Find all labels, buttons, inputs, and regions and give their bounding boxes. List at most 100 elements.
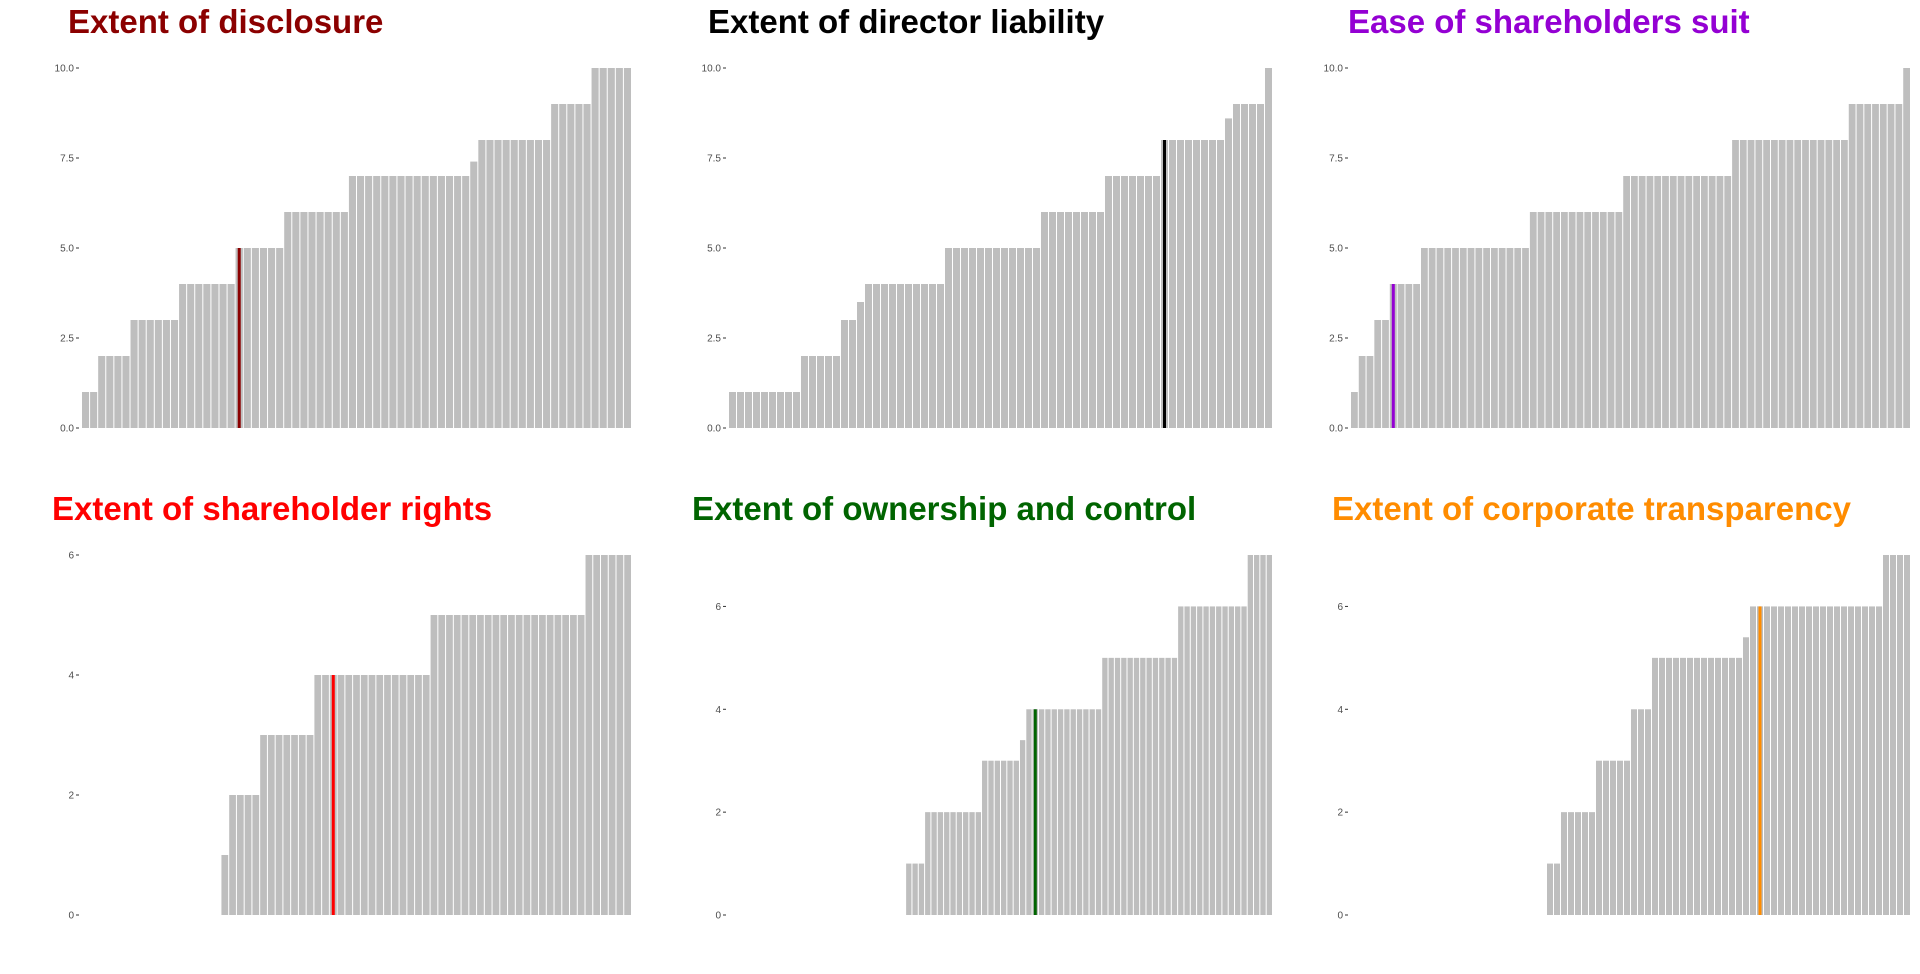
y-tick-label: 0 — [715, 911, 721, 922]
bar — [575, 104, 583, 428]
bar-chart-ownership-and-control: 0 2 4 6 — [715, 555, 1272, 922]
bar — [1114, 657, 1121, 915]
bar-chart-corporate-transparency: 0 2 4 6 — [1337, 555, 1910, 922]
bar — [1603, 760, 1609, 915]
bar — [1872, 104, 1879, 428]
y-tick-label: 2.5 — [1329, 334, 1343, 345]
bar — [1228, 606, 1235, 915]
bar — [956, 812, 963, 915]
panel-title: Extent of disclosure — [68, 3, 384, 40]
bar — [1070, 709, 1076, 915]
y-tick-label: 6 — [715, 602, 721, 613]
bar — [1561, 212, 1568, 428]
bar — [276, 248, 284, 428]
bar — [1771, 606, 1777, 915]
bar — [260, 735, 267, 915]
bar — [1083, 709, 1089, 915]
bar — [950, 812, 956, 915]
bar — [1582, 812, 1588, 915]
bar — [1382, 320, 1389, 428]
bar — [994, 760, 1000, 915]
bar — [737, 392, 744, 428]
bar — [1121, 176, 1128, 428]
bar — [931, 812, 937, 915]
bar — [1596, 760, 1602, 915]
bar — [316, 212, 324, 428]
bar — [1876, 606, 1882, 915]
y-tick-label: 5.0 — [1329, 244, 1343, 255]
bar — [1171, 657, 1178, 915]
bar — [508, 615, 515, 915]
bar — [1121, 657, 1127, 915]
bar — [106, 356, 114, 428]
bar — [1589, 812, 1595, 915]
bar — [384, 675, 391, 915]
bar — [98, 356, 106, 428]
bar — [368, 675, 376, 915]
bar — [1522, 248, 1529, 428]
bar — [130, 320, 138, 428]
bar — [761, 392, 768, 428]
bar — [1693, 176, 1700, 428]
bar — [975, 812, 982, 915]
bar — [534, 140, 543, 428]
bar — [1716, 176, 1724, 428]
bar — [291, 735, 298, 915]
bar — [322, 675, 329, 915]
bar — [809, 356, 816, 428]
bar — [1001, 248, 1008, 428]
bar — [1254, 555, 1260, 915]
bar — [275, 735, 283, 915]
bar — [1217, 140, 1224, 428]
bar — [1584, 212, 1592, 428]
bar — [1659, 657, 1665, 915]
bar — [1089, 212, 1096, 428]
bar — [421, 176, 429, 428]
bar — [1265, 68, 1272, 428]
bar — [889, 284, 896, 428]
bar — [1631, 709, 1637, 915]
bar — [873, 284, 880, 428]
bar — [1491, 248, 1498, 428]
bar — [1848, 104, 1856, 428]
bar — [526, 140, 534, 428]
bar — [1825, 140, 1833, 428]
bar — [267, 735, 275, 915]
bar — [162, 320, 170, 428]
bar — [478, 140, 486, 428]
bar — [559, 104, 567, 428]
bar — [1257, 104, 1264, 428]
bar — [1848, 606, 1854, 915]
bar — [1184, 606, 1190, 915]
bar — [211, 284, 219, 428]
bar — [1785, 606, 1791, 915]
y-tick-label: 2 — [715, 808, 721, 819]
bar — [373, 176, 381, 428]
bar — [1247, 555, 1254, 915]
bar — [1890, 555, 1896, 915]
bar — [1778, 140, 1786, 428]
bar — [1833, 140, 1840, 428]
y-tick-label: 10.0 — [1324, 64, 1344, 75]
bar — [1260, 555, 1266, 915]
bar — [1841, 140, 1848, 428]
y-tick-label: 4 — [715, 705, 721, 716]
highlight-marker — [1391, 284, 1395, 428]
bar — [429, 176, 437, 428]
y-tick-label: 7.5 — [707, 154, 721, 165]
bar — [1081, 212, 1088, 428]
bar — [570, 615, 577, 915]
bar — [203, 284, 211, 428]
bar-chart-director-liability: 0.0 2.5 5.0 7.5 10.0 — [702, 64, 1272, 435]
bar — [462, 176, 470, 428]
bar — [1624, 760, 1630, 915]
bar — [1026, 709, 1032, 915]
bar — [486, 140, 494, 428]
bar — [1673, 657, 1679, 915]
bar — [1739, 140, 1747, 428]
bar — [945, 248, 952, 428]
bar — [170, 320, 179, 428]
bar — [90, 392, 98, 428]
bar — [243, 248, 251, 428]
bar — [324, 212, 332, 428]
